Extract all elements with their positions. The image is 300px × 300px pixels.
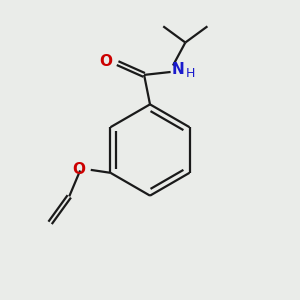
Text: H: H bbox=[186, 67, 195, 80]
Text: N: N bbox=[172, 61, 184, 76]
Text: O: O bbox=[72, 162, 86, 177]
Text: O: O bbox=[99, 54, 112, 69]
